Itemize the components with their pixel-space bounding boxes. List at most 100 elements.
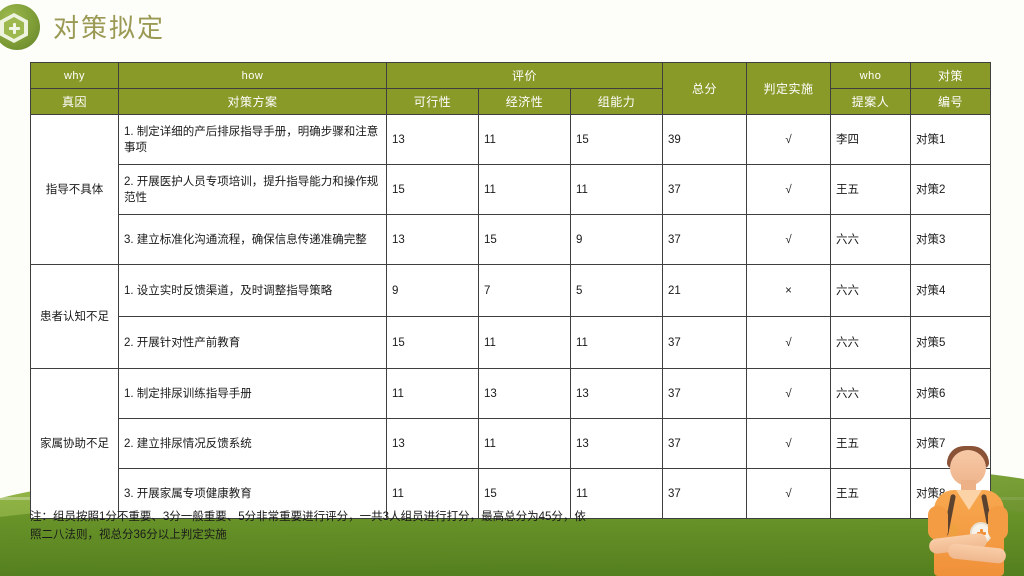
cell-total-score: 37: [662, 468, 747, 519]
cell-measure-plan: 3. 建立标准化沟通流程，确保信息传递准确完整: [118, 214, 387, 265]
table-row: 2. 开展针对性产前教育 15 11 11 37 √ 六六 对策5: [31, 316, 991, 369]
cell-decision: √: [746, 214, 831, 265]
cell-economy: 11: [478, 164, 571, 215]
cell-feasibility: 9: [386, 264, 479, 317]
cell-proposer: 六六: [830, 316, 911, 369]
cell-number: 对策4: [910, 264, 991, 317]
header-measure-group: 对策: [910, 62, 991, 89]
cell-measure-plan: 2. 开展针对性产前教育: [118, 316, 387, 369]
cell-total-score: 37: [662, 316, 747, 369]
cell-feasibility: 13: [386, 114, 479, 165]
cell-proposer: 六六: [830, 214, 911, 265]
header-why: why: [30, 62, 119, 89]
cell-decision: √: [746, 368, 831, 419]
cell-total-score: 39: [662, 114, 747, 165]
cell-economy: 15: [478, 214, 571, 265]
cell-feasibility: 15: [386, 164, 479, 215]
cell-economy: 11: [478, 114, 571, 165]
cell-decision: ×: [746, 264, 831, 317]
cell-decision: √: [746, 418, 831, 469]
table-body: 指导不具体 1. 制定详细的产后排尿指导手册，明确步骤和注意事项 13 11 15 39 √…: [30, 114, 991, 519]
cell-measure-plan: 1. 设立实时反馈渠道，及时调整指导策略: [118, 264, 387, 317]
medical-cross-icon: [8, 22, 20, 34]
cell-number: 对策5: [910, 316, 991, 369]
cell-economy: 11: [478, 316, 571, 369]
header-team-capability: 组能力: [570, 88, 663, 115]
header-how: how: [118, 62, 387, 89]
cell-root-cause: 家属协助不足: [30, 368, 119, 519]
cell-proposer: 王五: [830, 418, 911, 469]
cell-decision: √: [746, 316, 831, 369]
hexagon-medical-cross-icon: [0, 4, 42, 50]
header-measure-plan: 对策方案: [118, 88, 387, 115]
table-row: 3. 建立标准化沟通流程，确保信息传递准确完整 13 15 9 37 √ 六六 对策3: [31, 214, 991, 265]
cell-feasibility: 13: [386, 418, 479, 469]
header-feasibility: 可行性: [386, 88, 479, 115]
cell-total-score: 37: [662, 164, 747, 215]
cell-total-score: 37: [662, 368, 747, 419]
cell-number: 对策1: [910, 114, 991, 165]
cell-root-cause: 患者认知不足: [30, 264, 119, 369]
header-proposer: 提案人: [830, 88, 911, 115]
countermeasure-table-wrapper: why how 评价 总分 判定实施 who 对策 真因 对策方案 可行性 经济…: [30, 62, 991, 519]
cell-decision: √: [746, 164, 831, 215]
table-header-row-2: 真因 对策方案 可行性 经济性 组能力 提案人 编号: [30, 88, 991, 115]
table-row: 2. 开展医护人员专项培训，提升指导能力和操作规范性 15 11 11 37 √ 王五 对策2: [31, 164, 991, 215]
cell-root-cause: 指导不具体: [30, 114, 119, 265]
countermeasure-table: why how 评价 总分 判定实施 who 对策 真因 对策方案 可行性 经济…: [30, 62, 991, 519]
table-row: 2. 建立排尿情况反馈系统 13 11 13 37 √ 王五 对策7: [31, 418, 991, 469]
cell-feasibility: 11: [386, 368, 479, 419]
cell-proposer: 李四: [830, 114, 911, 165]
cell-economy: 13: [478, 368, 571, 419]
header-economy: 经济性: [478, 88, 571, 115]
header-number: 编号: [910, 88, 991, 115]
cell-measure-plan: 3. 开展家属专项健康教育: [118, 468, 387, 519]
cell-measure-plan: 1. 制定排尿训练指导手册: [118, 368, 387, 419]
cell-proposer: 六六: [830, 368, 911, 419]
cell-team-capability: 5: [570, 264, 663, 317]
cell-number: 对策3: [910, 214, 991, 265]
cell-total-score: 37: [662, 418, 747, 469]
cell-feasibility: 11: [386, 468, 479, 519]
table-row: 家属协助不足 1. 制定排尿训练指导手册 11 13 13 37 √ 六六 对策6: [30, 368, 991, 519]
cell-economy: 7: [478, 264, 571, 317]
table-row: 3. 开展家属专项健康教育 11 15 11 37 √ 王五 对策8: [31, 468, 991, 519]
cell-measure-plan: 1. 制定详细的产后排尿指导手册，明确步骤和注意事项: [118, 114, 387, 165]
cell-measure-plan: 2. 开展医护人员专项培训，提升指导能力和操作规范性: [118, 164, 387, 215]
page-title: 对策拟定: [53, 13, 166, 43]
cell-total-score: 37: [662, 214, 747, 265]
cell-proposer: 王五: [830, 468, 911, 519]
cell-proposer: 王五: [830, 164, 911, 215]
table-row: 指导不具体 1. 制定详细的产后排尿指导手册，明确步骤和注意事项 13 11 15 39 √…: [30, 114, 991, 265]
table-note: 注：组员按照1分不重要、3分一般重要、5分非常重要进行评分，一共3人组员进行打分…: [30, 511, 586, 541]
table-header-row-1: why how 评价 总分 判定实施 who 对策: [30, 62, 991, 115]
cell-economy: 15: [478, 468, 571, 519]
nurse-sleeve-right: [988, 506, 1008, 540]
cell-team-capability: 13: [570, 418, 663, 469]
nurse-sleeve-left: [928, 506, 948, 540]
logo-hexagon-inner: [4, 17, 24, 39]
header-who: who: [830, 62, 911, 89]
cell-team-capability: 15: [570, 114, 663, 165]
cell-team-capability: 13: [570, 368, 663, 419]
table-row: 患者认知不足 1. 设立实时反馈渠道，及时调整指导策略 9 7 5 21 × 六六 对策4: [30, 264, 991, 369]
cell-team-capability: 11: [570, 316, 663, 369]
cell-decision: √: [746, 114, 831, 165]
cell-economy: 11: [478, 418, 571, 469]
header-total-score: 总分: [662, 62, 747, 115]
header-decision: 判定实施: [746, 62, 831, 115]
cell-proposer: 六六: [830, 264, 911, 317]
cell-team-capability: 9: [570, 214, 663, 265]
cell-feasibility: 13: [386, 214, 479, 265]
header-evaluation: 评价: [386, 62, 663, 89]
header-root-cause: 真因: [30, 88, 119, 115]
nurse-illustration: [920, 446, 1016, 576]
cell-decision: √: [746, 468, 831, 519]
cell-feasibility: 15: [386, 316, 479, 369]
cell-number: 对策2: [910, 164, 991, 215]
cell-measure-plan: 2. 建立排尿情况反馈系统: [118, 418, 387, 469]
cell-total-score: 21: [662, 264, 747, 317]
cell-team-capability: 11: [570, 164, 663, 215]
cell-number: 对策6: [910, 368, 991, 419]
